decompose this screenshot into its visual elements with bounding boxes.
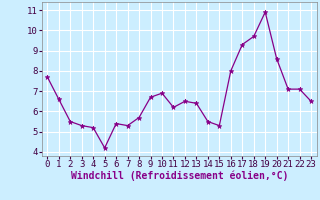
X-axis label: Windchill (Refroidissement éolien,°C): Windchill (Refroidissement éolien,°C) xyxy=(70,171,288,181)
